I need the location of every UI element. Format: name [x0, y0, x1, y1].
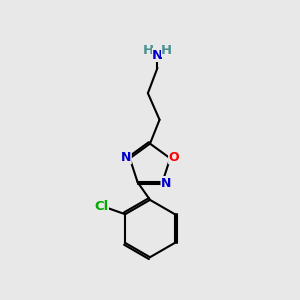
Text: Cl: Cl	[94, 200, 108, 213]
Text: H: H	[161, 44, 172, 57]
Text: O: O	[169, 151, 179, 164]
Text: N: N	[161, 177, 172, 190]
Text: N: N	[121, 151, 131, 164]
Text: H: H	[143, 44, 154, 57]
Text: N: N	[152, 49, 163, 62]
